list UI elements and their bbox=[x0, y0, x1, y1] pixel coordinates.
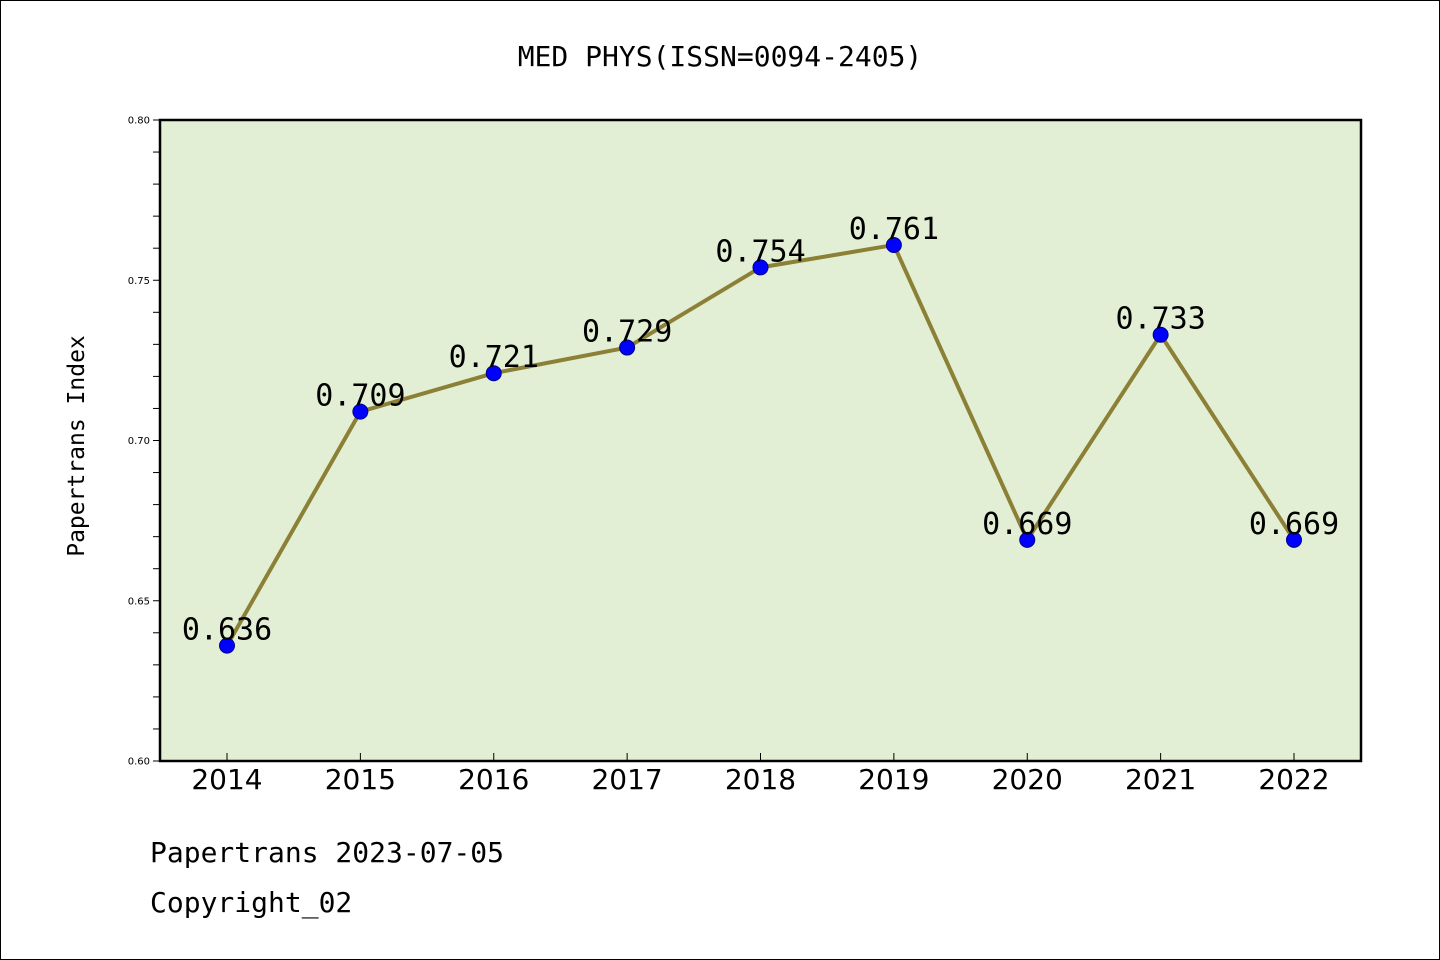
y-minor-ticks bbox=[153, 151, 160, 730]
x-tick-label-2: 2016 bbox=[458, 763, 529, 796]
y-axis: 0.60 0.65 0.70 0.75 0.80 bbox=[128, 116, 160, 768]
y-tick-label-2: 0.70 bbox=[128, 436, 150, 447]
data-label-2017: 0.729 bbox=[582, 315, 672, 350]
x-tick-label-5: 2019 bbox=[858, 763, 929, 796]
y-tick-label-4: 0.80 bbox=[128, 116, 150, 127]
data-label-2014: 0.636 bbox=[182, 613, 272, 648]
y-tick-label-3: 0.75 bbox=[128, 276, 150, 287]
y-tick-label-0: 0.60 bbox=[128, 757, 150, 768]
data-label-2020: 0.669 bbox=[982, 507, 1072, 542]
data-markers bbox=[219, 236, 1302, 654]
plot-area bbox=[158, 118, 1363, 763]
x-tick-label-1: 2015 bbox=[325, 763, 396, 796]
data-labels: 0.636 0.709 0.721 0.729 0.754 0.761 0.669 0.733… bbox=[182, 212, 1339, 648]
x-axis: 2014 2015 2016 2017 2018 2019 2020 2021 2022 bbox=[191, 753, 1330, 796]
x-tick-label-3: 2017 bbox=[591, 763, 662, 796]
data-label-2018: 0.754 bbox=[715, 234, 805, 269]
footer-copyright: Copyright_02 bbox=[150, 886, 353, 919]
data-point-2020 bbox=[1019, 531, 1036, 548]
data-point-2017 bbox=[619, 339, 636, 356]
chart-title: MED PHYS(ISSN=0094-2405) bbox=[518, 40, 923, 73]
x-tick-label-4: 2018 bbox=[725, 763, 796, 796]
data-label-2022: 0.669 bbox=[1249, 507, 1339, 542]
data-label-2019: 0.761 bbox=[849, 212, 939, 247]
footer-date: Papertrans 2023-07-05 bbox=[150, 836, 505, 869]
data-point-2021 bbox=[1152, 326, 1169, 343]
x-tick-label-8: 2022 bbox=[1258, 763, 1329, 796]
data-point-2015 bbox=[352, 403, 369, 420]
x-tick-label-6: 2020 bbox=[992, 763, 1063, 796]
data-point-2022 bbox=[1286, 531, 1302, 548]
data-label-2021: 0.733 bbox=[1115, 302, 1205, 337]
data-label-2016: 0.721 bbox=[449, 340, 539, 375]
y-tick-label-1: 0.65 bbox=[128, 596, 150, 607]
x-tick-label-7: 2021 bbox=[1125, 763, 1196, 796]
data-label-2015: 0.709 bbox=[315, 379, 405, 414]
x-tick-label-0: 2014 bbox=[191, 763, 262, 796]
data-point-2014 bbox=[219, 637, 235, 654]
data-point-2016 bbox=[485, 365, 502, 382]
data-point-2018 bbox=[752, 259, 769, 276]
y-axis-label: Papertrans Index bbox=[64, 335, 90, 557]
data-point-2019 bbox=[885, 236, 902, 253]
